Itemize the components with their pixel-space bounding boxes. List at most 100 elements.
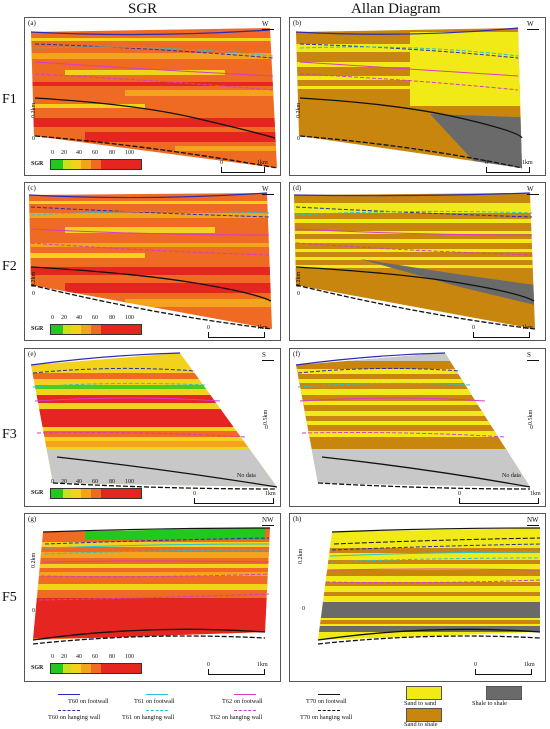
sgr-scale-ticks: 0 20 40 60 80 100 (48, 479, 148, 487)
panel-h-allan-f5: (h) NW 0.2km 0 0 1km (289, 513, 546, 682)
panel-c-scale-zero: 0 (207, 325, 210, 331)
legend-swatch-sand-to-shale (406, 708, 442, 722)
legend-label-t60-hanging: T60 on hanging wall (48, 714, 101, 721)
direction-arrow-icon (527, 525, 539, 526)
direction-arrow-icon (262, 360, 274, 361)
panel-f-section (295, 352, 531, 490)
panel-a-section (30, 28, 278, 169)
panel-a-direction-text: W (262, 20, 269, 28)
sgr-tick: 40 (76, 479, 82, 485)
sgr-tick: 100 (125, 479, 134, 485)
sgr-tick: 0 (51, 150, 54, 156)
legend-line-dashed-cyan (146, 710, 168, 711)
legend-label-t62-footwall: T62 on footwall (222, 698, 263, 705)
legend-line-dashed-black (318, 710, 340, 711)
panel-g-section (32, 527, 271, 645)
panel-h-scale-end: 1km (524, 662, 535, 668)
panel-a-scale-end: 1km (257, 160, 268, 166)
legend: T60 on footwall T60 on hanging wall T61 … (0, 686, 550, 729)
panel-h-vertical-zero: 0 (302, 606, 305, 612)
panel-d-direction-text: W (527, 185, 534, 193)
panel-f-no-data: No data (502, 473, 521, 479)
panel-h-scale-zero: 0 (474, 662, 477, 668)
sgr-scale-label: SGR (31, 161, 44, 167)
direction-arrow-icon (527, 360, 539, 361)
panel-f-vertical-zero: 0 (530, 425, 533, 431)
panel-d-allan-f2: (d) W 0.2km 0 0 1km (289, 182, 546, 341)
row-label-f2: F2 (2, 259, 17, 274)
panel-a-label: (a) (28, 19, 36, 27)
panel-b-direction-text: W (527, 20, 534, 28)
panel-e-sgr-f3: (e) S 0.5km 0 No data 0 1km SGR 0 20 40 … (24, 348, 281, 507)
panel-d-scale-zero: 0 (472, 325, 475, 331)
legend-swatch-shale-to-shale (486, 686, 522, 700)
panel-e-scale-bar (194, 498, 274, 504)
sgr-color-bar (50, 159, 142, 170)
panel-e-vertical-zero: 0 (265, 425, 268, 431)
legend-label-t60-footwall: T60 on footwall (68, 698, 109, 705)
panel-e-section (30, 352, 278, 490)
sgr-tick: 0 (51, 654, 54, 660)
sgr-tick: 60 (92, 479, 98, 485)
panel-f-label: (f) (293, 350, 300, 358)
panel-a-sgr-f1: (a) W 0.2km 0 0 1km SGR 0 20 40 60 80 10… (24, 17, 281, 176)
panel-f-scale-end: 1km (530, 491, 541, 497)
panel-e-no-data: No data (237, 473, 256, 479)
panel-g-sgr-f5: (g) NW 0.2km 0 0 1km SGR 0 20 40 60 80 1… (24, 513, 281, 682)
direction-arrow-icon (262, 29, 274, 30)
sgr-tick: 20 (61, 479, 67, 485)
panel-d-scale-end: 1km (522, 325, 533, 331)
panel-e-label: (e) (28, 350, 36, 358)
sgr-tick: 20 (61, 315, 67, 321)
column-title-allan-diagram: Allan Diagram (351, 1, 441, 17)
panel-c-direction: W (262, 185, 274, 195)
panel-g-vertical-zero: 0 (32, 608, 35, 614)
sgr-tick: 80 (109, 315, 115, 321)
sgr-tick: 60 (92, 150, 98, 156)
legend-item-t62-footwall (234, 694, 259, 695)
panel-c-scale-bar (208, 332, 265, 338)
sgr-tick: 80 (109, 150, 115, 156)
panel-h-vertical-scale: 0.2km (298, 548, 304, 564)
panel-d-vertical-scale: 0.2km (296, 271, 302, 287)
panel-g-scale-bar (208, 669, 265, 675)
panel-g-direction: NW (262, 516, 274, 526)
panel-c-label: (c) (28, 184, 36, 192)
row-label-f5: F5 (2, 590, 17, 605)
panel-f-allan-f3: (f) S 0.5km 0 No data 0 1km (289, 348, 546, 507)
direction-arrow-icon (527, 194, 539, 195)
panel-b-direction: W (527, 20, 539, 30)
panel-g-scale-end: 1km (257, 662, 268, 668)
sgr-scale-label: SGR (31, 665, 44, 671)
direction-arrow-icon (527, 29, 539, 30)
row-label-f1: F1 (2, 92, 17, 107)
sgr-tick: 100 (125, 150, 134, 156)
panel-a-scale-bar (221, 167, 265, 173)
panel-h-section (317, 527, 541, 645)
direction-arrow-icon (262, 194, 274, 195)
panel-d-scale-bar (473, 332, 530, 338)
legend-line-solid-blue (58, 694, 80, 695)
legend-line-solid-cyan (146, 694, 168, 695)
column-title-sgr: SGR (128, 1, 158, 17)
legend-item-t60-hanging (58, 710, 83, 711)
sgr-scale-label: SGR (31, 490, 44, 496)
sgr-color-bar (50, 488, 142, 499)
legend-item-t70-hanging (318, 710, 343, 711)
legend-item-t61-hanging (146, 710, 171, 711)
sgr-tick: 20 (61, 150, 67, 156)
panel-e-scale-end: 1km (265, 491, 276, 497)
panel-g-direction-text: NW (262, 516, 274, 524)
legend-line-solid-magenta (234, 694, 256, 695)
panel-g-label: (g) (28, 515, 37, 523)
sgr-tick: 80 (109, 479, 115, 485)
panel-f-direction: S (527, 351, 539, 361)
legend-label-t61-hanging: T61 on hanging wall (122, 714, 175, 721)
panel-c-vertical-scale: 0.2km (31, 271, 37, 287)
sgr-tick: 80 (109, 654, 115, 660)
legend-label-sand-to-sand: Sand to sand (404, 700, 437, 707)
legend-item-t62-hanging (234, 710, 259, 711)
sgr-tick: 60 (92, 315, 98, 321)
sgr-tick: 40 (76, 150, 82, 156)
legend-item-t61-footwall (146, 694, 171, 695)
